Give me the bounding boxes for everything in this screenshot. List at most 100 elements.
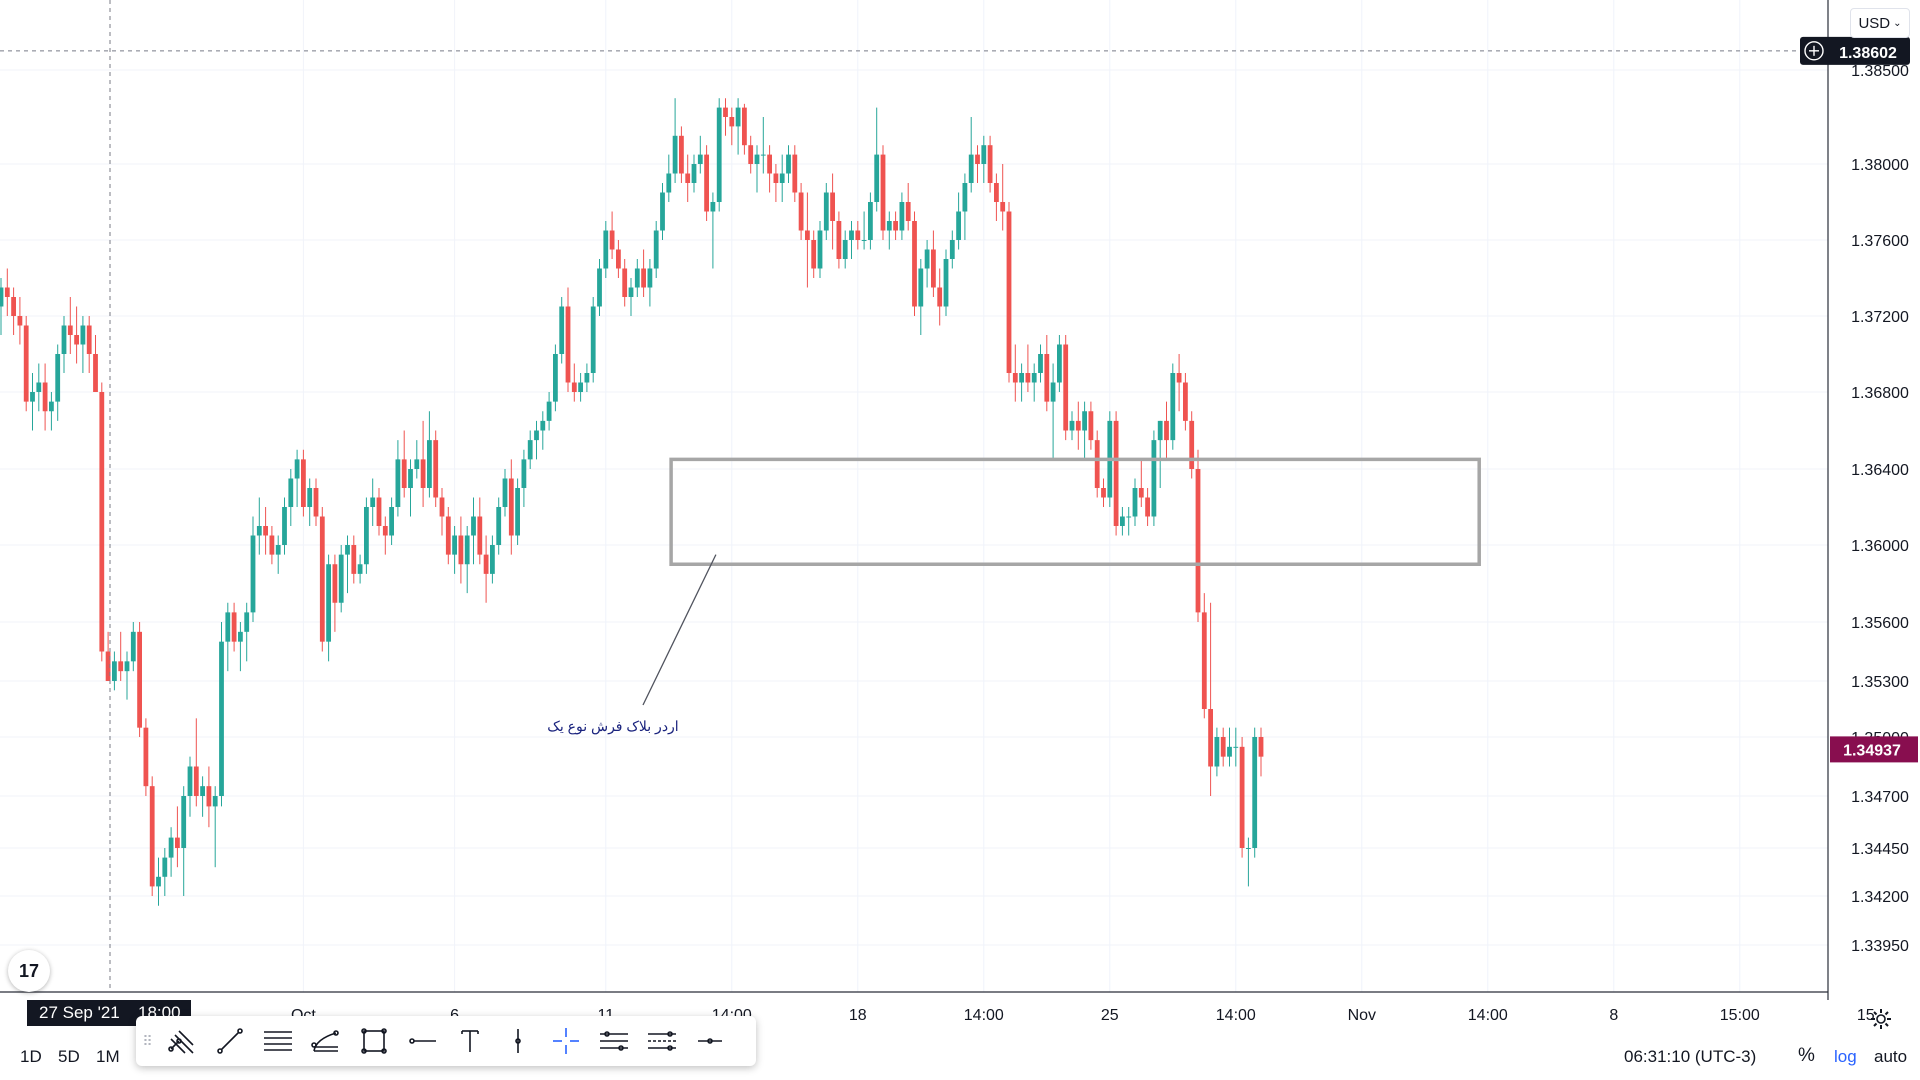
- candle-body: [1151, 440, 1157, 517]
- candle-body: [1088, 411, 1094, 441]
- horizontal-ray-tool-button[interactable]: [400, 1019, 444, 1063]
- candle-body: [124, 661, 130, 672]
- candle-body: [439, 497, 445, 517]
- candle-body: [943, 259, 949, 307]
- candle-body: [458, 535, 464, 565]
- chart-settings-gear-icon[interactable]: [1866, 1004, 1896, 1034]
- candle-body: [1044, 354, 1050, 402]
- candle-body: [433, 440, 439, 498]
- candle-body: [17, 316, 23, 326]
- candle-body: [723, 107, 728, 117]
- pitchfork-tool-button[interactable]: [160, 1019, 204, 1063]
- tradingview-logo-icon[interactable]: 17: [8, 950, 50, 992]
- horizontal-lines-tool-button[interactable]: [256, 1019, 300, 1063]
- candle-body: [584, 373, 590, 383]
- candle-body: [282, 507, 287, 545]
- candle-body: [880, 154, 886, 231]
- candle-body: [0, 287, 4, 307]
- timeframe-1d-button[interactable]: 1D: [20, 1047, 42, 1066]
- candle-body: [1031, 373, 1037, 383]
- auto-scale-button[interactable]: auto: [1874, 1047, 1908, 1066]
- candle-body: [1252, 737, 1258, 848]
- trend-line-tool-button[interactable]: [208, 1019, 252, 1063]
- candle-body: [855, 230, 861, 240]
- annotation-text: اردر بلاک فرش نوع یک: [547, 718, 678, 735]
- crosshair: [0, 0, 1828, 992]
- vertical-line-tool-button[interactable]: [496, 1019, 540, 1063]
- candle-body: [313, 488, 319, 517]
- candle-body: [67, 325, 73, 335]
- drag-handle-icon[interactable]: ⠿: [142, 1032, 152, 1049]
- candle-body: [874, 154, 880, 202]
- candle-body: [105, 651, 111, 681]
- candle-body: [307, 488, 313, 507]
- regression-trend-tool-button[interactable]: [640, 1019, 684, 1063]
- candle-body: [931, 249, 936, 288]
- candle-body: [319, 516, 325, 642]
- candle-body: [1157, 420, 1163, 441]
- clock-display[interactable]: 06:31:10 (UTC-3): [1624, 1047, 1757, 1066]
- trend-line-icon: [217, 1028, 243, 1054]
- candle-body: [660, 192, 665, 231]
- candle-body: [1145, 497, 1150, 517]
- candle-body: [42, 382, 48, 412]
- time-tick-label: 14:00: [1216, 1007, 1256, 1024]
- candle-body: [1025, 373, 1031, 383]
- log-scale-button[interactable]: log: [1834, 1047, 1857, 1066]
- candle-body: [490, 545, 495, 574]
- currency-selector[interactable]: USD ⌄: [1850, 8, 1910, 38]
- crosshair-date-text: 27 Sep '21: [39, 1003, 120, 1022]
- timeframe-5d-button[interactable]: 5D: [58, 1047, 80, 1066]
- candle-body: [968, 154, 974, 183]
- price-tick-label: 1.37200: [1851, 309, 1909, 326]
- crosshair-price-box: [1800, 36, 1910, 65]
- percent-scale-button[interactable]: %: [1798, 1045, 1815, 1066]
- candle-body: [238, 631, 243, 642]
- text-tool-button[interactable]: [448, 1019, 492, 1063]
- rectangle-tool-button[interactable]: [352, 1019, 396, 1063]
- candle-body: [836, 221, 842, 259]
- candle-body: [326, 564, 331, 642]
- candle-body: [805, 230, 810, 240]
- candle-body: [395, 459, 401, 507]
- time-tick-label: 15:00: [1720, 1007, 1760, 1024]
- candle-body: [691, 164, 697, 183]
- candle-body: [288, 478, 294, 507]
- price-tick-label: 1.35600: [1851, 615, 1909, 632]
- path-tool-button[interactable]: [304, 1019, 348, 1063]
- candle-body: [445, 516, 451, 555]
- candle-body: [760, 154, 766, 156]
- parallel-channel-tool-button[interactable]: [592, 1019, 636, 1063]
- candle-body: [1038, 354, 1043, 373]
- candle-body: [364, 507, 369, 565]
- candle-body: [527, 440, 533, 460]
- candle-body: [792, 154, 798, 193]
- timeframe-1m-button[interactable]: 1M: [96, 1047, 120, 1066]
- vertical-line-icon: [515, 1029, 521, 1053]
- candle-body: [975, 154, 980, 164]
- candle-body: [206, 786, 212, 807]
- add-alert-plus-icon: [1804, 41, 1824, 61]
- info-line-tool-button[interactable]: [688, 1019, 732, 1063]
- crosshair-price-label: 1.38602: [1839, 45, 1897, 62]
- candle-body: [370, 497, 376, 507]
- candle-body: [477, 516, 483, 555]
- candlestick-series: [0, 98, 1264, 906]
- path-icon: [311, 1030, 339, 1052]
- candle-body: [345, 545, 350, 555]
- candle-body: [61, 325, 67, 354]
- last-price-label: 1.34937: [1843, 742, 1901, 759]
- candle-body: [11, 297, 16, 316]
- candle-body: [786, 154, 791, 174]
- candle-body: [55, 354, 61, 402]
- time-tick-label: Nov: [1348, 1007, 1376, 1024]
- candle-body: [672, 135, 678, 174]
- cross-line-icon: [553, 1028, 579, 1054]
- price-tick-label: 1.36400: [1851, 462, 1909, 479]
- cross-line-tool-button[interactable]: [544, 1019, 588, 1063]
- candle-body: [30, 392, 35, 402]
- candle-body: [553, 354, 558, 402]
- candle-body: [1057, 344, 1062, 383]
- candle-body: [1063, 344, 1069, 431]
